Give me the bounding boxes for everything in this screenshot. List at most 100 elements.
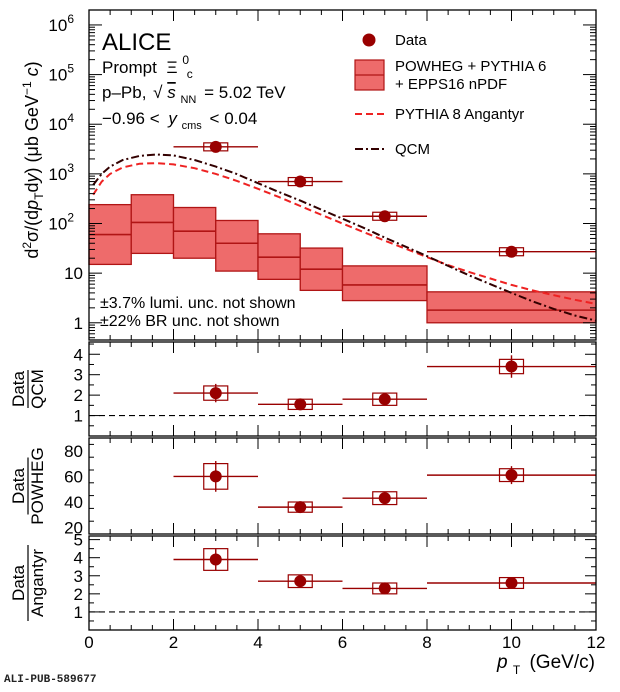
ratio-powheg-data-point bbox=[378, 492, 391, 505]
x-axis-title: p T (GeV/c) bbox=[496, 652, 595, 679]
main-y-tick-label: 106 bbox=[48, 12, 74, 35]
alice-label: ALICE bbox=[102, 29, 171, 56]
ratio-qcm-denominator: QCM bbox=[28, 369, 47, 409]
ratio-qcm-sys-box bbox=[498, 358, 525, 375]
x-axis-t: T bbox=[513, 663, 521, 677]
ratio-angantyr-y-tick-label: 5 bbox=[74, 531, 83, 550]
sqrt-symbol: √ bbox=[153, 83, 163, 102]
ratio-qcm-frame bbox=[88, 341, 597, 437]
ratio-powheg-y-tick-label: 40 bbox=[64, 493, 83, 512]
ratio-angantyr-y-tick-label: 3 bbox=[74, 567, 83, 586]
main-y-axis-title: d2σ/(dpTdy) (μb GeV−1 c) bbox=[20, 61, 46, 258]
ratio-powheg-numerator: Data bbox=[9, 468, 28, 504]
particle-symbol: Ξ bbox=[167, 58, 178, 77]
ratio-panel-qcm: 1 23 4 Data QCM bbox=[9, 341, 597, 437]
ratio-angantyr-y-tick-label: 1 bbox=[74, 603, 83, 622]
x-tick-label: 8 bbox=[422, 633, 431, 652]
main-y-tick-base: 10 bbox=[48, 115, 67, 134]
legend-data-marker bbox=[362, 33, 376, 47]
rapidity-y: y bbox=[167, 109, 178, 128]
legend-powheg-label-2: + EPPS16 nPDF bbox=[395, 76, 507, 93]
ratio-angantyr-sys-box bbox=[203, 548, 229, 571]
ratio-powheg-data-point bbox=[505, 469, 518, 482]
ratio-angantyr-y-tick-label: 4 bbox=[74, 549, 83, 568]
prompt-text: Prompt bbox=[102, 58, 157, 77]
legend-angantyr-label: PYTHIA 8 Angantyr bbox=[395, 106, 524, 123]
x-tick-label: 10 bbox=[502, 633, 521, 652]
energy-s: s bbox=[167, 83, 176, 102]
legend: Data POWHEG + PYTHIA 6 + EPPS16 nPDF PYT… bbox=[354, 32, 546, 158]
energy-nn: NN bbox=[180, 94, 196, 106]
ratio-angantyr-data-point bbox=[294, 575, 307, 588]
collision-system-label: p–Pb, √ s NN = 5.02 TeV bbox=[102, 83, 286, 107]
legend-qcm-label: QCM bbox=[395, 141, 430, 158]
x-axis-p: p bbox=[496, 652, 508, 673]
ratio-angantyr-data-point bbox=[505, 577, 518, 589]
x-tick-label: 6 bbox=[338, 633, 347, 652]
ratio-powheg-y-tick-label: 60 bbox=[64, 467, 83, 486]
ratio-powheg-sys-box bbox=[498, 468, 525, 483]
x-axis-unit: (GeV/c) bbox=[529, 652, 594, 673]
ratio-powheg-y-tick-label: 20 bbox=[64, 519, 83, 538]
data-point bbox=[294, 175, 307, 188]
rapidity-left: −0.96 < bbox=[102, 109, 160, 128]
lumi-uncertainty-note: ±3.7% lumi. unc. not shown bbox=[100, 295, 296, 312]
ratio-powheg-y-tick-label: 80 bbox=[64, 442, 83, 461]
legend-powheg-label-1: POWHEG + PYTHIA 6 bbox=[395, 58, 546, 75]
x-tick-label: 4 bbox=[253, 633, 262, 652]
main-y-tick-exponent: 5 bbox=[67, 62, 74, 76]
powheg-band-box bbox=[130, 194, 175, 255]
ratio-qcm-data-point bbox=[378, 393, 391, 406]
ratio-angantyr-y-tick-label: 2 bbox=[74, 585, 83, 604]
main-y-tick-base: 10 bbox=[64, 264, 83, 283]
main-y-tick-label: 1 bbox=[74, 314, 83, 333]
ratio-qcm-y-axis-title: Data QCM bbox=[9, 369, 47, 409]
ratio-qcm-sys-box bbox=[372, 392, 398, 406]
x-tick-label: 12 bbox=[587, 633, 606, 652]
ratio-qcm-numerator: Data bbox=[9, 371, 28, 407]
system-text: p–Pb, bbox=[102, 83, 146, 102]
main-y-tick-base: 1 bbox=[74, 314, 83, 333]
angantyr-curve bbox=[92, 162, 597, 305]
main-y-tick-label: 104 bbox=[48, 111, 74, 134]
ratio-angantyr-numerator: Data bbox=[9, 565, 28, 601]
ratio-angantyr-denominator: Angantyr bbox=[28, 549, 47, 617]
data-point bbox=[378, 210, 391, 223]
ratio-qcm-sys-box bbox=[203, 385, 229, 401]
data-point bbox=[505, 245, 518, 258]
powheg-band-box bbox=[341, 265, 428, 302]
ratio-qcm-data-point bbox=[505, 360, 518, 373]
main-y-tick-exponent: 6 bbox=[67, 12, 74, 26]
ratio-angantyr-data-point bbox=[378, 582, 391, 595]
main-y-tick-base: 10 bbox=[48, 165, 67, 184]
ratio-qcm-y-tick-label: 4 bbox=[74, 345, 83, 364]
powheg-band-box bbox=[215, 219, 259, 272]
main-y-tick-label: 105 bbox=[48, 62, 74, 85]
ratio-powheg-data-point bbox=[294, 501, 307, 514]
qcm-curve bbox=[92, 153, 597, 322]
particle-label: Prompt Ξ 0 c bbox=[102, 49, 194, 81]
energy-value: = 5.02 TeV bbox=[204, 83, 286, 102]
ratio-powheg-frame bbox=[88, 437, 597, 535]
main-y-tick-label: 102 bbox=[48, 211, 74, 234]
ratio-qcm-data-point bbox=[294, 398, 307, 411]
main-y-tick-label: 103 bbox=[48, 161, 74, 184]
main-y-tick-exponent: 3 bbox=[67, 161, 74, 175]
ratio-qcm-y-tick-label: 2 bbox=[74, 386, 83, 405]
powheg-band-box bbox=[426, 291, 597, 324]
data-point bbox=[209, 140, 222, 153]
ratio-qcm-data-point bbox=[209, 387, 222, 400]
powheg-band-box bbox=[172, 206, 217, 259]
rapidity-cms: cms bbox=[182, 120, 203, 132]
particle-superscript: 0 bbox=[182, 53, 189, 67]
ratio-panel-powheg: 20 40 60 80 Data POWHEG bbox=[9, 437, 597, 538]
main-y-tick-exponent: 4 bbox=[67, 111, 74, 125]
ratio-angantyr-sys-box bbox=[287, 574, 313, 589]
ratio-powheg-y-axis-title: Data POWHEG bbox=[9, 447, 47, 524]
legend-data-label: Data bbox=[395, 32, 427, 49]
x-tick-label: 2 bbox=[169, 633, 178, 652]
rapidity-label: −0.96 < y cms < 0.04 bbox=[102, 109, 257, 133]
